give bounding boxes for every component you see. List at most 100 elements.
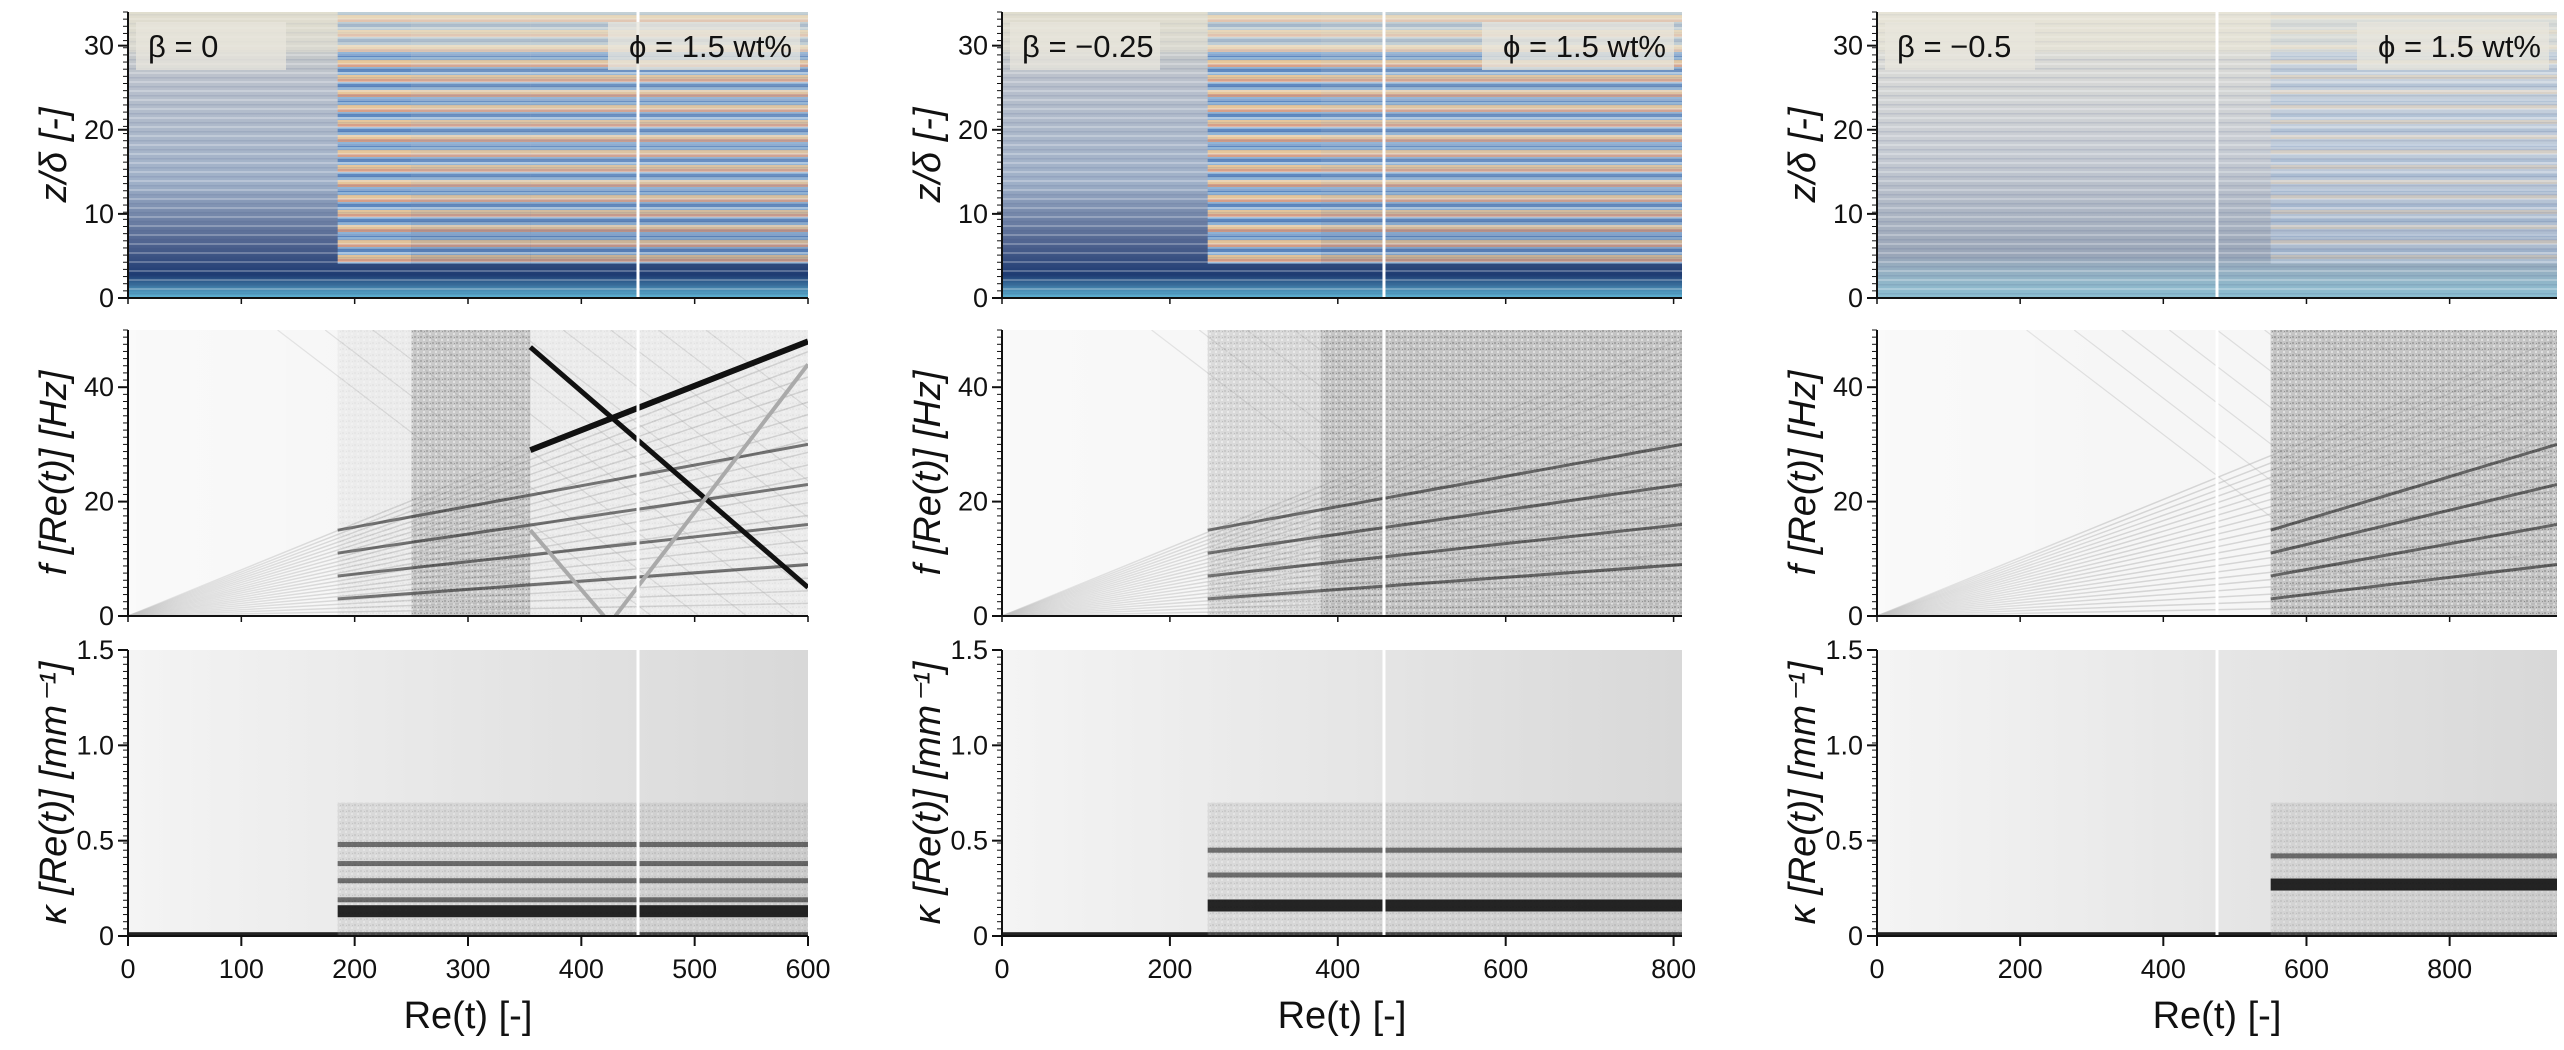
wavenumber-band bbox=[337, 841, 808, 847]
dominant-band bbox=[1207, 522, 1682, 578]
y-tick-label: 0 bbox=[99, 601, 114, 631]
beta-label-box bbox=[1885, 22, 2035, 70]
x-tick-label: 600 bbox=[2284, 954, 2329, 984]
phi-label-box bbox=[2357, 22, 2549, 70]
x-axis-label: Re(t) [-] bbox=[404, 995, 533, 1037]
heatmap-body bbox=[128, 330, 808, 616]
chart-column-2: 0 10 20 30 z/δ [-] β = −0.25 ϕ = 1.5 wt% 0 20 40 f… bbox=[907, 11, 1696, 1037]
noise-region bbox=[1321, 330, 1682, 616]
y-tick-label: 0 bbox=[1848, 283, 1863, 313]
panel-frequency-spectrum: 0 20 40 f [Re(t)] [Hz] bbox=[33, 329, 809, 631]
y-tick-label: 40 bbox=[1833, 372, 1863, 402]
y-tick-label: 1.5 bbox=[950, 635, 988, 665]
beta-label-box bbox=[136, 22, 286, 70]
x-tick-label: 100 bbox=[219, 954, 264, 984]
chart-column-1: 0 10 20 30 z/δ [-] β = 0 ϕ = 1.5 wt% 0 20 40 f [Re… bbox=[33, 11, 831, 1037]
wavenumber-band bbox=[1207, 899, 1682, 912]
noise-region bbox=[411, 330, 531, 616]
beta-label: β = −0.5 bbox=[1897, 29, 2011, 64]
phi-label: ϕ = 1.5 wt% bbox=[1503, 29, 1666, 64]
heatmap-body bbox=[1002, 650, 1682, 936]
fade-overlay bbox=[1877, 330, 2115, 616]
crossing-line bbox=[613, 363, 808, 616]
y-tick-label: 0 bbox=[973, 601, 988, 631]
noise-region bbox=[1207, 802, 1682, 936]
x-tick-label: 200 bbox=[1147, 954, 1192, 984]
y-tick-label: 40 bbox=[84, 372, 114, 402]
dominant-band bbox=[2270, 442, 2557, 532]
panel-space-time: 0 10 20 30 z/δ [-] β = −0.25 ϕ = 1.5 wt% bbox=[907, 11, 1682, 313]
dominant-band bbox=[529, 338, 808, 453]
beta-label: β = −0.25 bbox=[1022, 29, 1154, 64]
x-tick-label: 400 bbox=[1315, 954, 1360, 984]
x-tick-label: 200 bbox=[332, 954, 377, 984]
y-tick-label: 20 bbox=[958, 115, 988, 145]
y-tick-label: 0 bbox=[1848, 601, 1863, 631]
y-tick-label: 20 bbox=[1833, 487, 1863, 517]
y-tick-label: 0.5 bbox=[76, 826, 114, 856]
y-tick-label: 0 bbox=[973, 283, 988, 313]
y-tick-label: 30 bbox=[1833, 31, 1863, 61]
phi-label: ϕ = 1.5 wt% bbox=[629, 29, 792, 64]
wavenumber-band bbox=[2270, 878, 2557, 891]
y-axis-label: f [Re(t)] [Hz] bbox=[33, 369, 75, 575]
fade-overlay bbox=[128, 330, 366, 616]
x-tick-label: 400 bbox=[2141, 954, 2186, 984]
panel-space-time: 0 10 20 30 z/δ [-] β = 0 ϕ = 1.5 wt% bbox=[33, 11, 809, 313]
phi-label: ϕ = 1.5 wt% bbox=[2378, 29, 2541, 64]
y-axis-label: κ [Re(t)] [mm⁻¹] bbox=[33, 660, 75, 924]
x-tick-label: 600 bbox=[1483, 954, 1528, 984]
y-tick-label: 20 bbox=[84, 115, 114, 145]
y-tick-label: 0 bbox=[99, 921, 114, 951]
y-tick-label: 30 bbox=[958, 31, 988, 61]
dominant-band bbox=[2270, 563, 2557, 601]
wavenumber-band bbox=[337, 897, 808, 903]
wavenumber-band bbox=[1207, 847, 1682, 853]
y-tick-label: 40 bbox=[958, 372, 988, 402]
panel-space-time: 0 10 20 30 z/δ [-] β = −0.5 ϕ = 1.5 wt% bbox=[1782, 11, 2557, 313]
chart-column-3: 0 10 20 30 z/δ [-] β = −0.5 ϕ = 1.5 wt% 0 20 40 f … bbox=[1782, 11, 2557, 1037]
y-axis-label: z/δ [-] bbox=[1782, 106, 1824, 203]
y-tick-label: 30 bbox=[84, 31, 114, 61]
y-axis-label: κ [Re(t)] [mm⁻¹] bbox=[907, 660, 949, 924]
dominant-band bbox=[2270, 482, 2557, 555]
y-axis-label: z/δ [-] bbox=[33, 106, 75, 203]
panel-wavenumber-spectrum: 0 0.5 1.0 1.5κ [Re(t)] [mm⁻¹] 0 200 400 600 800 R… bbox=[1782, 635, 2557, 1037]
x-axis-label: Re(t) [-] bbox=[1278, 995, 1407, 1037]
y-axis-label: z/δ [-] bbox=[907, 106, 949, 203]
noise-region bbox=[2270, 330, 2557, 616]
panel-wavenumber-spectrum: 0 0.5 1.0 1.5κ [Re(t)] [mm⁻¹] 0 100 200 300 400 5… bbox=[33, 635, 831, 1037]
y-tick-label: 0 bbox=[973, 921, 988, 951]
x-tick-label: 800 bbox=[1651, 954, 1696, 984]
phi-label-box bbox=[608, 22, 800, 70]
panel-wavenumber-spectrum: 0 0.5 1.0 1.5κ [Re(t)] [mm⁻¹] 0 200 400 600 800 R… bbox=[907, 635, 1696, 1037]
heatmap-body bbox=[1877, 330, 2557, 616]
x-tick-label: 0 bbox=[1869, 954, 1884, 984]
x-axis-label: Re(t) [-] bbox=[2153, 995, 2282, 1037]
x-tick-label: 0 bbox=[120, 954, 135, 984]
dominant-band bbox=[337, 482, 808, 555]
dominant-band bbox=[337, 442, 808, 532]
dominant-band bbox=[1207, 482, 1682, 555]
noise-region bbox=[530, 330, 808, 616]
y-tick-label: 1.5 bbox=[1825, 635, 1863, 665]
x-tick-label: 200 bbox=[1998, 954, 2043, 984]
wavenumber-band bbox=[337, 905, 808, 918]
y-axis-label: κ [Re(t)] [mm⁻¹] bbox=[1782, 660, 1824, 924]
wavenumber-band bbox=[1207, 872, 1682, 878]
wavenumber-band bbox=[337, 861, 808, 867]
heatmap-body bbox=[1002, 330, 1682, 616]
y-axis-label: f [Re(t)] [Hz] bbox=[1782, 369, 1824, 575]
y-tick-label: 1.5 bbox=[76, 635, 114, 665]
wavenumber-band bbox=[2270, 853, 2557, 859]
dominant-band bbox=[2270, 523, 2557, 578]
dominant-band bbox=[1207, 563, 1682, 601]
y-tick-label: 0.5 bbox=[950, 826, 988, 856]
fade-overlay bbox=[1002, 330, 1240, 616]
dominant-band bbox=[1207, 442, 1682, 532]
wavenumber-band bbox=[337, 878, 808, 884]
phi-label-box bbox=[1482, 22, 1674, 70]
y-tick-label: 20 bbox=[84, 487, 114, 517]
x-tick-label: 600 bbox=[785, 954, 830, 984]
